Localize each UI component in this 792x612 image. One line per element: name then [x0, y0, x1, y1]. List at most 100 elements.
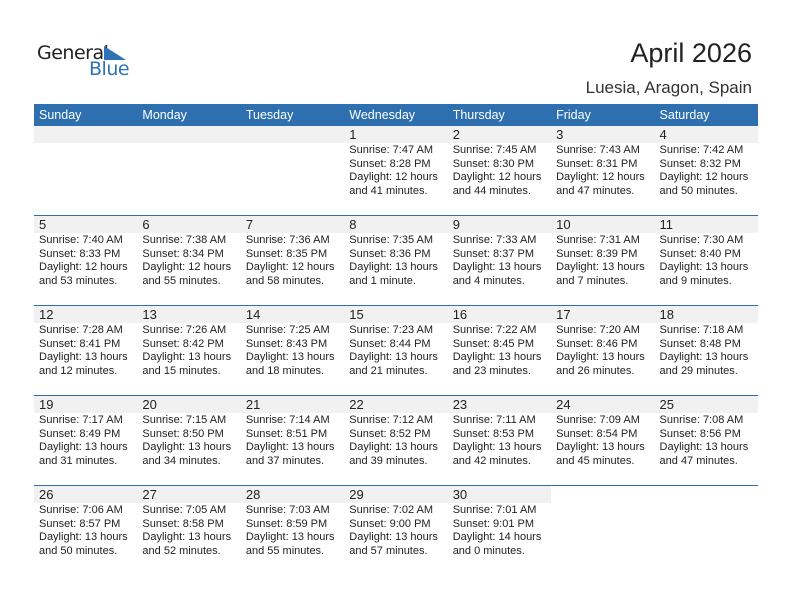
day-cell: 21 Sunrise: 7:14 AM Sunset: 8:51 PM Dayligh…	[240, 396, 345, 486]
daylight: Daylight: 13 hours	[556, 441, 645, 454]
week-row: 19 Sunrise: 7:17 AM Sunset: 8:49 PM Dayligh…	[34, 395, 758, 486]
day-number: 16	[452, 307, 468, 322]
day-strip	[551, 396, 655, 413]
day-info: Sunrise: 7:45 AM Sunset: 8:30 PM Daylight:…	[453, 144, 542, 198]
day-number: 23	[452, 397, 468, 412]
daylight: Daylight: 13 hours	[245, 531, 335, 544]
day-cell: 24 Sunrise: 7:09 AM Sunset: 8:54 PM Dayligh…	[551, 396, 655, 486]
sunrise: Sunrise: 7:20 AM	[556, 324, 640, 336]
day-number: 17	[556, 307, 571, 322]
sunset: Sunset: 8:33 PM	[39, 247, 121, 260]
day-cell: 10 Sunrise: 7:31 AM Sunset: 8:39 PM Dayligh…	[551, 216, 655, 306]
day-cell: 19 Sunrise: 7:17 AM Sunset: 8:49 PM Dayligh…	[34, 396, 138, 486]
daylight-minutes: and 9 minutes.	[659, 274, 732, 287]
day-strip	[447, 396, 552, 413]
daylight-minutes: and 18 minutes.	[245, 364, 325, 377]
daylight: Daylight: 13 hours	[659, 441, 749, 454]
sunset: Sunset: 8:51 PM	[245, 427, 328, 440]
daylight: Daylight: 13 hours	[452, 261, 542, 274]
week-row: 1 Sunrise: 7:47 AM Sunset: 8:28 PM Daylight…	[34, 126, 758, 216]
day-cell: 22 Sunrise: 7:12 AM Sunset: 8:52 PM Dayligh…	[344, 396, 448, 486]
day-info: Sunrise: 7:36 AM Sunset: 8:35 PM Daylight:…	[246, 234, 335, 288]
daylight: Daylight: 13 hours	[349, 351, 438, 364]
sunrise: Sunrise: 7:15 AM	[142, 414, 227, 426]
day-number: 18	[659, 307, 674, 322]
day-strip	[137, 306, 241, 323]
day-cell: 20 Sunrise: 7:15 AM Sunset: 8:50 PM Dayligh…	[137, 396, 241, 486]
day-number: 24	[556, 397, 571, 412]
sunset: Sunset: 8:45 PM	[452, 337, 535, 350]
daylight: Daylight: 13 hours	[142, 531, 232, 544]
sunrise: Sunrise: 7:18 AM	[659, 324, 744, 336]
day-number: 6	[142, 217, 150, 232]
sunrise: Sunrise: 7:26 AM	[142, 324, 227, 336]
daylight-minutes: and 45 minutes.	[556, 454, 635, 467]
sunrise: Sunrise: 7:23 AM	[349, 324, 434, 336]
sunset: Sunset: 8:49 PM	[39, 427, 121, 440]
day-cell: 13 Sunrise: 7:26 AM Sunset: 8:42 PM Dayligh…	[137, 306, 241, 396]
daylight: Daylight: 13 hours	[142, 441, 232, 454]
day-cell: 27 Sunrise: 7:05 AM Sunset: 8:58 PM Dayligh…	[137, 486, 241, 576]
day-number: 3	[556, 127, 564, 142]
sunrise: Sunrise: 7:36 AM	[245, 234, 330, 246]
day-strip	[447, 306, 552, 323]
sunset: Sunset: 8:28 PM	[349, 157, 431, 170]
sunrise: Sunrise: 7:45 AM	[452, 144, 537, 156]
daylight-minutes: and 23 minutes.	[452, 364, 531, 377]
empty-cell	[137, 126, 241, 216]
day-number: 19	[39, 397, 54, 412]
day-number: 7	[245, 217, 254, 232]
empty-cell	[551, 486, 654, 576]
sunset: Sunset: 8:53 PM	[452, 427, 535, 440]
day-info: Sunrise: 7:35 AM Sunset: 8:36 PM Daylight:…	[349, 234, 438, 288]
day-cell: 6 Sunrise: 7:38 AM Sunset: 8:34 PM Daylight…	[137, 216, 241, 306]
day-number: 21	[245, 397, 261, 412]
sunrise: Sunrise: 7:05 AM	[142, 504, 227, 516]
day-strip	[137, 126, 241, 143]
day-cell: 2 Sunrise: 7:45 AM Sunset: 8:30 PM Daylight…	[447, 126, 552, 216]
day-info: Sunrise: 7:47 AM Sunset: 8:28 PM Daylight:…	[349, 144, 438, 198]
day-cell: 3 Sunrise: 7:43 AM Sunset: 8:31 PM Daylight…	[551, 126, 655, 216]
sunrise: Sunrise: 7:25 AM	[245, 324, 330, 336]
weekday-thursday: Thursday	[452, 108, 505, 122]
day-info: Sunrise: 7:02 AM Sunset: 9:00 PM Daylight:…	[349, 504, 438, 558]
day-info: Sunrise: 7:18 AM Sunset: 8:48 PM Daylight:…	[660, 324, 749, 378]
daylight-minutes: and 39 minutes.	[349, 454, 428, 467]
daylight: Daylight: 13 hours	[245, 441, 335, 454]
day-cell: 25 Sunrise: 7:08 AM Sunset: 8:56 PM Dayligh…	[654, 396, 758, 486]
sunset: Sunset: 8:44 PM	[349, 337, 431, 350]
day-strip	[34, 126, 138, 143]
weekday-wednesday: Wednesday	[349, 108, 416, 122]
day-cell: 28 Sunrise: 7:03 AM Sunset: 8:59 PM Dayligh…	[240, 486, 345, 576]
sunset: Sunset: 8:43 PM	[245, 337, 328, 350]
day-strip	[240, 126, 345, 143]
daylight-minutes: and 29 minutes.	[659, 364, 738, 377]
day-info: Sunrise: 7:01 AM Sunset: 9:01 PM Daylight:…	[453, 504, 542, 558]
sunset: Sunset: 8:54 PM	[556, 427, 638, 440]
day-info: Sunrise: 7:14 AM Sunset: 8:51 PM Daylight:…	[246, 414, 335, 468]
day-info: Sunrise: 7:23 AM Sunset: 8:44 PM Daylight:…	[349, 324, 438, 378]
day-info: Sunrise: 7:05 AM Sunset: 8:58 PM Daylight:…	[142, 504, 231, 558]
day-cell: 9 Sunrise: 7:33 AM Sunset: 8:37 PM Daylight…	[447, 216, 552, 306]
sunset: Sunset: 8:59 PM	[245, 517, 328, 530]
daylight: Daylight: 13 hours	[452, 441, 542, 454]
day-number: 1	[349, 127, 357, 142]
daylight-minutes: and 42 minutes.	[452, 454, 531, 467]
sunset: Sunset: 8:31 PM	[556, 157, 638, 170]
daylight: Daylight: 14 hours	[452, 531, 542, 544]
sunset: Sunset: 8:30 PM	[452, 157, 535, 170]
daylight: Daylight: 13 hours	[659, 351, 749, 364]
daylight-minutes: and 31 minutes.	[39, 454, 118, 467]
sunrise: Sunrise: 7:30 AM	[659, 234, 744, 246]
sunrise: Sunrise: 7:35 AM	[349, 234, 434, 246]
day-strip	[240, 216, 345, 233]
daylight-minutes: and 21 minutes.	[349, 364, 428, 377]
day-strip	[344, 126, 448, 143]
daylight: Daylight: 12 hours	[659, 171, 749, 184]
day-strip	[654, 126, 758, 143]
sunset: Sunset: 8:48 PM	[659, 337, 741, 350]
sunrise: Sunrise: 7:01 AM	[452, 504, 537, 516]
sunrise: Sunrise: 7:09 AM	[556, 414, 640, 426]
sunrise: Sunrise: 7:17 AM	[39, 414, 123, 426]
weekday-monday: Monday	[142, 108, 187, 122]
